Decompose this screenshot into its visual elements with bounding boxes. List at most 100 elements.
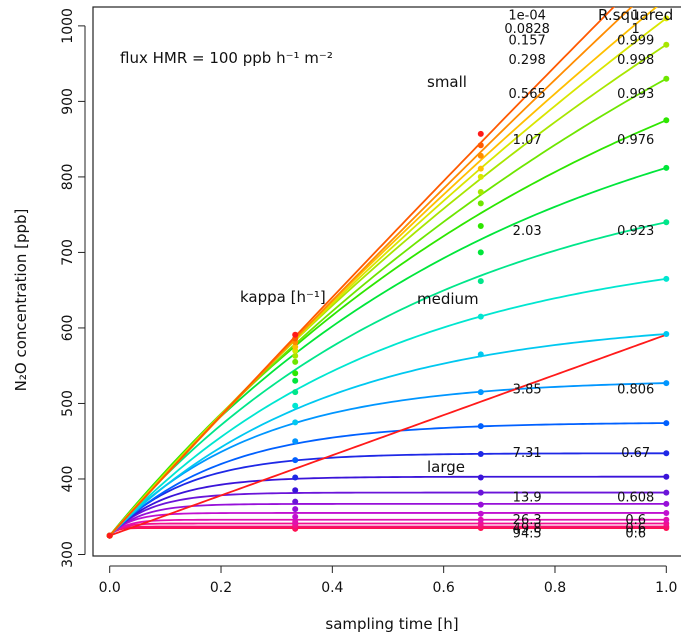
x-tick-label: 0.6	[433, 580, 455, 596]
data-point	[477, 189, 484, 196]
kappa-label: 0.0828	[504, 22, 550, 37]
data-point	[477, 278, 484, 285]
flux-annotation: flux HMR = 100 ppb h⁻¹ m⁻²	[120, 49, 333, 67]
r2-label: 0.6	[625, 527, 646, 542]
r2-label: 1	[632, 9, 640, 24]
data-point	[477, 173, 484, 180]
data-point	[663, 219, 670, 226]
kappa-label: 26.3	[513, 513, 542, 528]
series-line	[109, 333, 667, 537]
data-point	[292, 438, 299, 445]
r2-label: 0.6	[625, 521, 646, 536]
r2-label: 0.999	[617, 33, 654, 48]
data-point	[477, 489, 484, 496]
series-line	[109, 491, 667, 537]
kappa-label: 3.85	[513, 382, 542, 397]
r2-label: 0.923	[617, 224, 654, 239]
x-tick-label: 0.0	[99, 580, 121, 596]
kappa-label: 7.31	[513, 446, 542, 461]
data-point	[292, 519, 299, 526]
data-point	[292, 377, 299, 384]
data-point	[292, 389, 299, 396]
data-point	[477, 130, 484, 137]
y-tick-label: 600	[60, 315, 76, 342]
data-point	[477, 423, 484, 430]
data-point	[477, 351, 484, 358]
r2-label: 1	[632, 22, 640, 37]
x-tick-label: 0.2	[210, 580, 232, 596]
r2-label: 0.608	[617, 490, 654, 505]
medium-annotation: medium	[417, 290, 479, 308]
data-point	[663, 516, 670, 523]
small-annotation: small	[427, 73, 467, 91]
r2-title: R.squared	[598, 6, 673, 24]
data-point	[663, 15, 670, 22]
series-line	[109, 119, 667, 537]
plot-area-border	[92, 6, 681, 557]
data-point	[106, 532, 113, 539]
series-line	[109, 333, 667, 537]
kappa-label: 1.07	[513, 133, 542, 148]
series-line	[109, 522, 667, 537]
y-tick-label: 400	[60, 466, 76, 493]
data-point	[292, 474, 299, 481]
data-point	[663, 164, 670, 171]
data-point	[477, 389, 484, 396]
data-point	[292, 358, 299, 365]
large-annotation: large	[427, 458, 465, 476]
data-point	[663, 275, 670, 282]
data-point	[292, 487, 299, 494]
data-point	[663, 473, 670, 480]
kappa-label: 94.5	[513, 527, 542, 542]
data-point	[292, 370, 299, 377]
data-point	[477, 501, 484, 508]
kappa-label: 0.298	[509, 53, 546, 68]
data-point	[292, 402, 299, 409]
data-point	[477, 142, 484, 149]
data-point	[292, 457, 299, 464]
kappa-label: 2.03	[513, 224, 542, 239]
series-line	[109, 452, 667, 537]
data-point	[477, 516, 484, 523]
kappa-title: kappa [h⁻¹]	[240, 288, 326, 306]
series-line	[109, 221, 667, 537]
y-tick-label: 700	[60, 239, 76, 266]
axes: 0.0 0.2 0.4 0.6 0.8 1.0 300 400 500 600 700 800 900 1…	[60, 8, 677, 596]
data-point	[292, 343, 299, 350]
data-point	[663, 450, 670, 457]
kappa-label: 0.565	[509, 87, 546, 102]
series-line	[109, 512, 667, 537]
data-point	[292, 331, 299, 338]
kappa-label: 1e-04	[508, 9, 546, 24]
kappa-label: 49.8	[513, 521, 542, 536]
series-line	[109, 475, 667, 537]
data-point	[292, 506, 299, 513]
data-point	[292, 498, 299, 505]
series-line	[109, 525, 667, 537]
data-point	[663, 380, 670, 387]
data-point	[663, 330, 670, 337]
x-axis-title: sampling time [h]	[325, 615, 458, 633]
series-line	[109, 422, 667, 537]
data-point	[477, 249, 484, 256]
series-line	[109, 527, 667, 537]
y-tick-label: 900	[60, 88, 76, 115]
data-point	[663, 41, 670, 48]
data-point	[663, 117, 670, 124]
data-point	[477, 165, 484, 172]
y-tick-label: 500	[60, 390, 76, 417]
series-curves	[109, 7, 667, 537]
data-point	[292, 513, 299, 520]
data-point	[477, 474, 484, 481]
data-point	[663, 0, 669, 2]
r2-label: 0.806	[617, 382, 654, 397]
x-tick-label: 0.8	[544, 580, 566, 596]
data-point	[477, 222, 484, 229]
series-line	[109, 7, 616, 537]
plot-frame	[92, 6, 681, 557]
y-axis-title: N₂O concentration [ppb]	[12, 209, 30, 392]
data-point	[663, 500, 670, 507]
series-line	[109, 277, 667, 537]
r2-label: 0.6	[625, 513, 646, 528]
